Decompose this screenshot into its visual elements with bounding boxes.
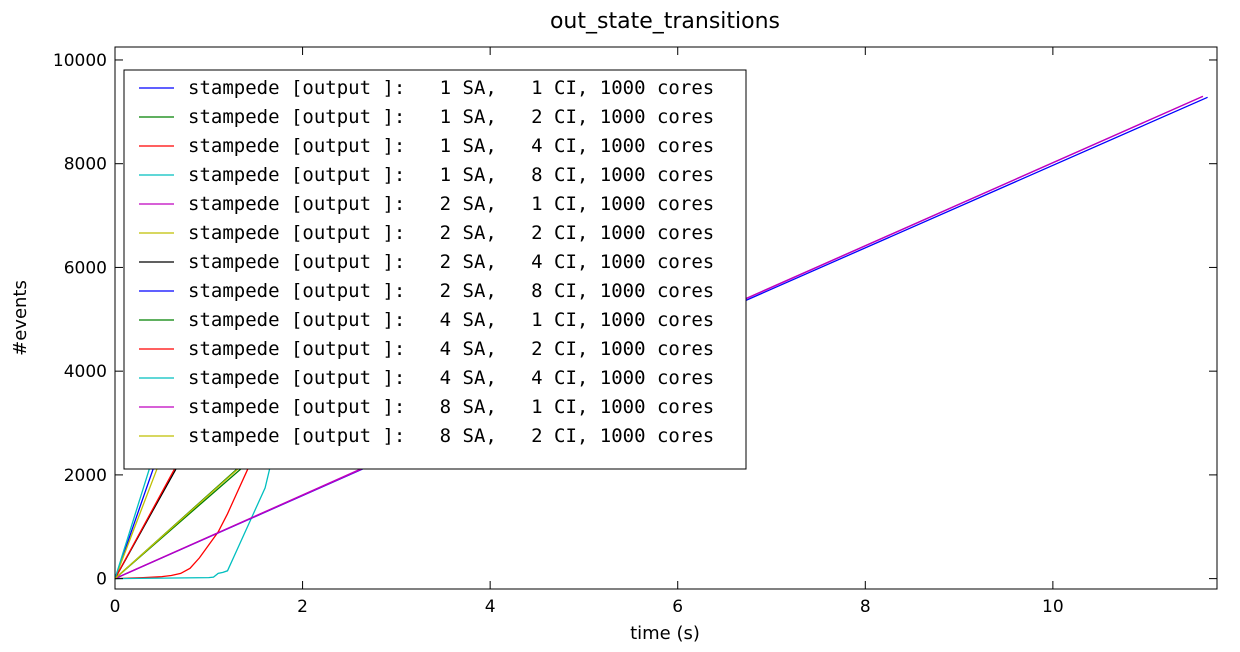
series-line-3 <box>114 451 257 580</box>
series-line-13 <box>114 448 261 580</box>
x-tick-label: 4 <box>485 597 496 617</box>
legend-label: stampede [output ]: 1 SA, 4 CI, 1000 cor… <box>188 135 714 157</box>
legend-label: stampede [output ]: 8 SA, 2 CI, 1000 cor… <box>188 425 714 447</box>
legend-label: stampede [output ]: 4 SA, 4 CI, 1000 cor… <box>188 367 714 389</box>
legend: stampede [output ]: 1 SA, 1 CI, 1000 cor… <box>123 69 747 470</box>
y-tick-label: 8000 <box>64 155 107 175</box>
legend-label: stampede [output ]: 2 SA, 2 CI, 1000 cor… <box>188 222 714 244</box>
legend-label: stampede [output ]: 1 SA, 8 CI, 1000 cor… <box>188 164 714 186</box>
x-tick-label: 0 <box>110 597 121 617</box>
x-tick-label: 6 <box>672 597 683 617</box>
x-tick-label: 10 <box>1042 597 1064 617</box>
x-axis: 0 2 4 6 8 10 <box>110 47 1064 617</box>
legend-label: stampede [output ]: 4 SA, 2 CI, 1000 cor… <box>188 338 714 360</box>
legend-label: stampede [output ]: 2 SA, 1 CI, 1000 cor… <box>188 193 714 215</box>
y-tick-label: 2000 <box>64 466 107 486</box>
x-tick-label: 2 <box>297 597 308 617</box>
legend-label: stampede [output ]: 8 SA, 1 CI, 1000 cor… <box>188 396 714 418</box>
y-tick-label: 6000 <box>64 258 107 278</box>
y-tick-label: 4000 <box>64 362 107 382</box>
y-tick-label: 10000 <box>53 51 107 71</box>
legend-box <box>123 69 747 470</box>
chart-title: out_state_transitions <box>550 9 780 34</box>
y-tick-label: 0 <box>96 570 107 590</box>
series-line-4 <box>114 448 276 580</box>
x-tick-label: 8 <box>860 597 871 617</box>
plot-frame <box>114 46 1218 590</box>
y-axis-title: #events <box>10 280 31 356</box>
legend-label: stampede [output ]: 4 SA, 1 CI, 1000 cor… <box>188 309 714 331</box>
legend-label: stampede [output ]: 2 SA, 8 CI, 1000 cor… <box>188 280 714 302</box>
legend-label: stampede [output ]: 1 SA, 1 CI, 1000 cor… <box>188 77 714 99</box>
legend-entries: stampede [output ]: 1 SA, 1 CI, 1000 cor… <box>139 77 714 447</box>
legend-label: stampede [output ]: 1 SA, 2 CI, 1000 cor… <box>188 106 714 128</box>
x-axis-title: time (s) <box>630 623 700 644</box>
y-axis: 0 2000 4000 6000 8000 10000 <box>53 51 1217 590</box>
legend-label: stampede [output ]: 2 SA, 4 CI, 1000 cor… <box>188 251 714 273</box>
